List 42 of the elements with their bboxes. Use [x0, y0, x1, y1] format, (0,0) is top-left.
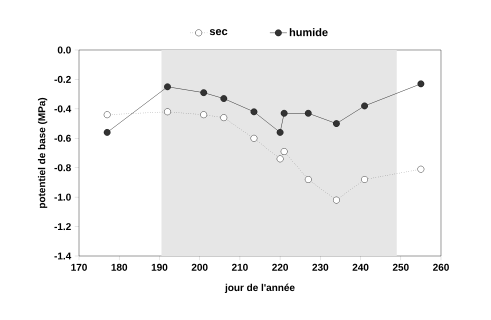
point	[361, 102, 368, 110]
point	[250, 134, 258, 142]
y-tick-label: -0.4	[54, 105, 72, 112]
point	[333, 196, 340, 204]
point	[304, 176, 312, 183]
point	[164, 83, 171, 90]
y-tick-label: -1.4	[54, 252, 72, 260]
point	[276, 129, 284, 136]
x-tick-label: 220	[272, 264, 288, 271]
y-tick-label: 0.0	[58, 46, 71, 54]
y-tick-label: -1.2	[54, 223, 71, 230]
x-tick-label: 200	[192, 264, 208, 271]
point	[304, 110, 312, 117]
x-axis-title: jour de l'année	[224, 284, 295, 294]
x-tick-label: 190	[152, 264, 168, 271]
point	[417, 80, 424, 88]
x-tick-label: 180	[112, 264, 128, 271]
y-axis-title: potentiel de base (MPa)	[38, 98, 48, 208]
point	[280, 110, 288, 117]
point	[104, 129, 111, 136]
point	[220, 114, 228, 122]
point	[164, 108, 171, 116]
y-tick-label: -1.0	[54, 194, 71, 201]
point	[361, 176, 368, 183]
point	[200, 89, 208, 96]
x-tick-label: 250	[392, 264, 409, 271]
x-tick-label: 210	[232, 264, 248, 271]
point	[250, 108, 258, 116]
legend-label: sec	[210, 29, 228, 36]
x-tick-label: 170	[71, 264, 87, 271]
x-tick-label: 260	[433, 264, 449, 271]
point	[280, 148, 288, 155]
point	[200, 111, 208, 118]
legend-label: humide	[290, 28, 328, 36]
y-tick-label: -0.8	[54, 164, 71, 172]
x-tick-label: 240	[352, 264, 368, 271]
y-tick-label: -0.6	[54, 134, 71, 142]
point	[333, 120, 340, 127]
point	[276, 155, 284, 162]
point	[220, 95, 228, 102]
x-tick-label: 230	[312, 264, 328, 271]
y-tick-label: -0.2	[54, 76, 71, 83]
